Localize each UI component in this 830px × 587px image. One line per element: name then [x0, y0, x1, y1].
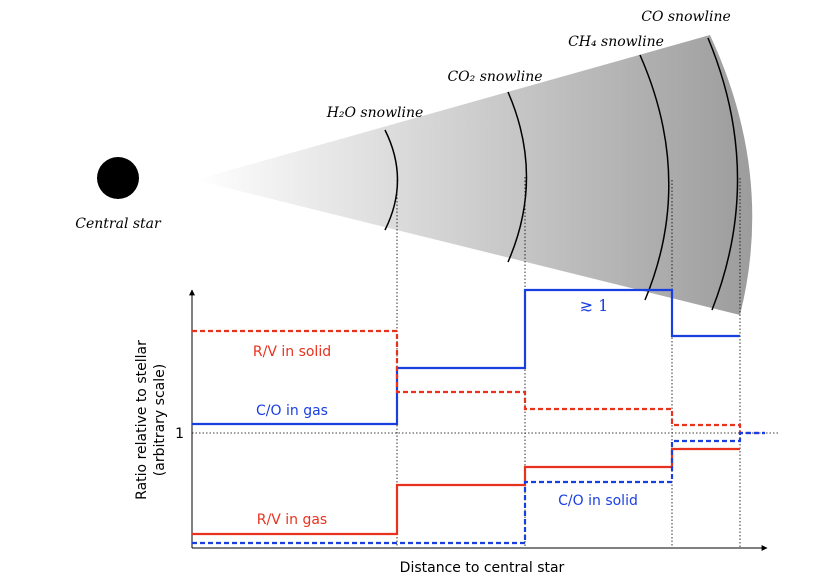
y-tick-label: 1 — [175, 426, 184, 442]
y-label-line: (arbitrary scale) — [152, 364, 168, 476]
annotation: C/O in gas — [256, 403, 328, 419]
y-label: Ratio relative to stellar (arbitrary sca… — [134, 340, 168, 500]
snowline-label: CO snowline — [641, 9, 731, 25]
x-label: Distance to central star — [400, 560, 565, 576]
disk — [195, 35, 753, 315]
step-lines — [192, 288, 765, 545]
snowline-label: CO₂ snowline — [447, 69, 542, 85]
snowline-arcs — [384, 37, 739, 311]
star — [97, 157, 139, 199]
snowline-label: H₂O snowline — [326, 105, 424, 121]
annotation: R/V in gas — [257, 512, 327, 528]
y-label-line: Ratio relative to stellar — [134, 340, 150, 500]
annotation: C/O in solid — [558, 493, 638, 509]
annotation: ≳ 1 — [580, 296, 609, 315]
star-label: Central star — [75, 216, 162, 232]
snowline-label: CH₄ snowline — [568, 34, 664, 50]
annotation: R/V in solid — [253, 344, 331, 360]
